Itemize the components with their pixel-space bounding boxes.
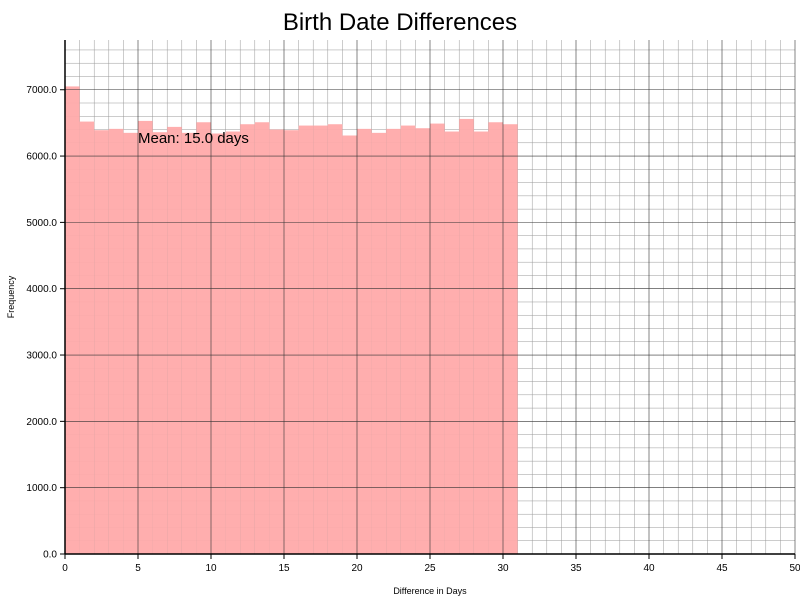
mean-annotation: Mean: 15.0 days <box>138 130 249 147</box>
histogram-bar <box>503 124 518 554</box>
x-tick-label: 45 <box>716 563 728 574</box>
x-tick-label: 20 <box>351 563 363 574</box>
y-axis-label: Frequency <box>6 275 16 318</box>
x-tick-label: 10 <box>205 563 217 574</box>
histogram-bar <box>459 118 474 554</box>
histogram-bar <box>473 131 489 555</box>
ticks-group: 0 5 10 15 20 25 30 35 40 45 50 0.0 1000.0 2000.0 3000.… <box>26 85 800 574</box>
histogram-bar <box>298 125 314 555</box>
x-tick-label: 50 <box>789 563 800 574</box>
x-tick-label: 40 <box>643 563 655 574</box>
histogram-bar <box>444 131 460 555</box>
y-tick-label: 7000.0 <box>26 85 57 96</box>
histogram-bar <box>240 124 255 554</box>
x-axis-label: Difference in Days <box>393 586 467 596</box>
histogram-bar <box>269 129 284 555</box>
histogram-bar <box>254 122 270 555</box>
y-tick-label: 5000.0 <box>26 218 57 229</box>
histogram-bar <box>108 128 124 554</box>
y-tick-label: 4000.0 <box>26 284 57 295</box>
x-tick-label: 5 <box>135 563 141 574</box>
histogram-bar <box>196 122 211 555</box>
chart-title: Birth Date Differences <box>283 9 517 36</box>
histogram-bar <box>342 135 357 554</box>
histogram-bar <box>415 128 430 554</box>
histogram-bar <box>357 128 372 554</box>
histogram-bar <box>371 132 387 554</box>
histogram-bar <box>65 86 80 554</box>
histogram-bar <box>327 124 343 554</box>
histogram-bar <box>79 121 95 554</box>
histogram-bar <box>313 125 328 555</box>
histogram-bar <box>123 132 138 554</box>
histogram-bar <box>430 123 445 554</box>
histogram-bar <box>488 122 503 555</box>
y-tick-label: 1000.0 <box>26 483 57 494</box>
y-tick-label: 6000.0 <box>26 152 57 163</box>
y-tick-label: 0.0 <box>43 550 57 561</box>
x-tick-label: 0 <box>62 563 68 574</box>
histogram-bar <box>284 130 299 554</box>
x-tick-label: 30 <box>497 563 509 574</box>
histogram-bar <box>138 120 153 555</box>
histogram-bar <box>94 130 109 554</box>
x-tick-label: 15 <box>278 563 290 574</box>
y-tick-label: 2000.0 <box>26 417 57 428</box>
histogram-bar <box>167 126 182 555</box>
major-grid <box>64 40 796 555</box>
bars-group <box>65 86 518 555</box>
histogram-bar <box>400 125 416 555</box>
histogram-bar <box>181 132 197 554</box>
x-tick-label: 25 <box>424 563 436 574</box>
histogram-bar <box>152 132 168 554</box>
histogram-bar <box>386 128 401 554</box>
x-tick-label: 35 <box>570 563 582 574</box>
histogram-bar <box>211 133 226 554</box>
histogram-bar <box>225 131 241 555</box>
y-tick-label: 3000.0 <box>26 351 57 362</box>
